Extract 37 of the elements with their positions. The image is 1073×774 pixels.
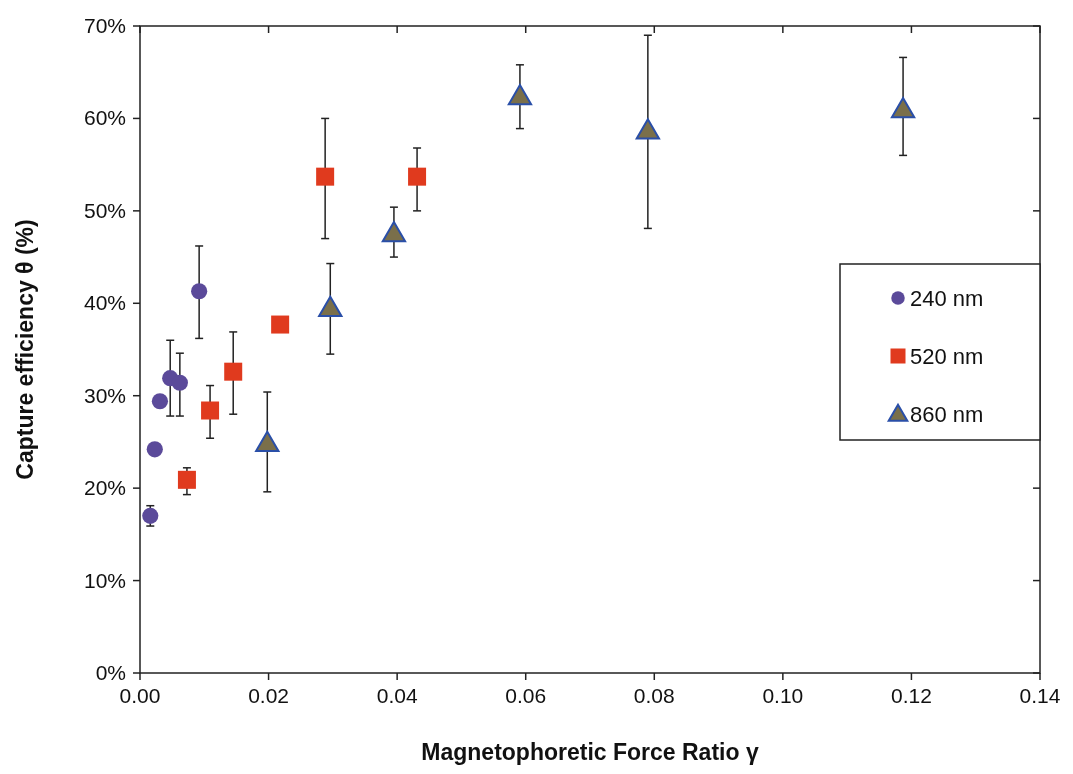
legend-label: 240 nm: [910, 286, 984, 311]
point: [316, 167, 335, 186]
point: [224, 362, 243, 381]
y-tick-label: 10%: [83, 568, 126, 592]
y-tick-label: 70%: [83, 14, 126, 37]
point: [201, 401, 220, 420]
y-tick-label: 30%: [83, 383, 126, 407]
point: [177, 470, 196, 489]
x-tick-label: 0.08: [633, 684, 675, 707]
point: [890, 97, 916, 119]
legend-label: 520 nm: [910, 344, 984, 369]
point: [635, 118, 661, 140]
point: [146, 441, 163, 458]
y-tick-label: 60%: [83, 106, 126, 130]
x-axis-title: Magnetophoretic Force Ratio γ: [421, 739, 759, 765]
x-tick-label: 0.00: [119, 684, 161, 707]
x-tick-label: 0.04: [376, 684, 418, 707]
point: [191, 283, 208, 300]
point: [318, 295, 343, 318]
x-tick-label: 0.10: [762, 684, 804, 707]
y-tick-label: 40%: [83, 291, 126, 315]
y-axis-title: Capture efficiency θ (%): [12, 219, 38, 480]
point: [151, 393, 169, 410]
point: [381, 220, 407, 243]
point: [271, 315, 290, 334]
point: [255, 430, 280, 452]
y-tick-label: 50%: [83, 198, 126, 222]
x-tick-label: 0.14: [1019, 684, 1061, 707]
x-tick-label: 0.12: [890, 684, 932, 707]
y-tick-label: 0%: [95, 661, 126, 684]
point: [408, 167, 427, 186]
point: [507, 84, 533, 106]
x-tick-label: 0.02: [248, 684, 290, 707]
legend-label: 860 nm: [910, 402, 984, 427]
point: [171, 374, 188, 391]
y-tick-label: 20%: [83, 476, 126, 500]
x-tick-label: 0.06: [505, 684, 547, 707]
